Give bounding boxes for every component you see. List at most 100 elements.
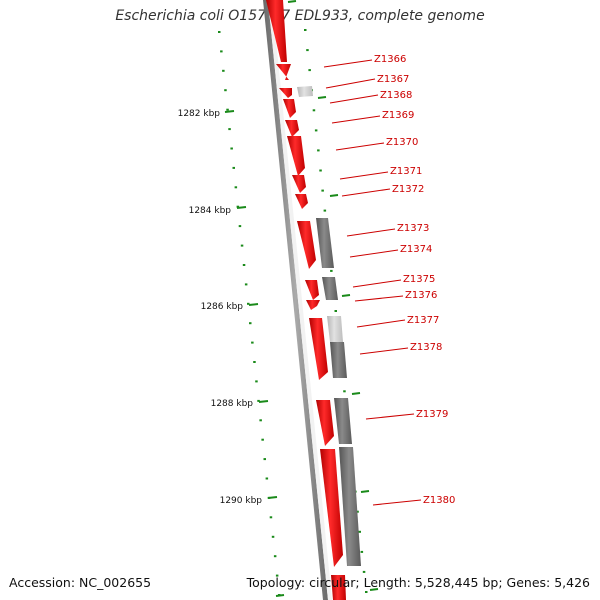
ruler-dot: [244, 283, 248, 286]
ruler-labels: 1282 kbp 1284 kbp 1286 kbp 1288 kbp 1290…: [178, 109, 278, 506]
gene-block-z1377-faint: [327, 316, 343, 342]
accession-text: Accession: NC_002655: [9, 575, 152, 590]
gene-label-text: Z1378: [410, 342, 442, 353]
ruler-minor-ticks-right: [275, 0, 379, 597]
gene-label: Z1368: [329, 90, 412, 104]
gene-block-z1374: [316, 218, 334, 268]
ruler-label-text: 1286 kbp: [201, 302, 244, 312]
gene-label-text: Z1366: [374, 54, 406, 65]
ruler-dot: [356, 510, 359, 513]
gene-label-text: Z1376: [405, 290, 437, 301]
ruler-dot: [362, 570, 366, 573]
gene-arrow-z1373: [297, 221, 316, 269]
ruler-dot: [271, 535, 275, 538]
gene-block-z1378: [330, 342, 347, 378]
gene-arrow-z1375: [305, 280, 319, 300]
ruler-dot: [273, 555, 277, 558]
gene-block-z1380: [339, 447, 361, 566]
ruler-dot: [232, 166, 235, 169]
gene-arrow-z1377: [309, 318, 328, 380]
ruler-dot: [242, 264, 246, 266]
genome-summary-text: Topology: circular; Length: 5,528,445 bp…: [246, 575, 590, 590]
forward-strand-genes: [266, 0, 346, 600]
gene-label: Z1371: [339, 166, 422, 180]
ruler-dot: [304, 29, 307, 31]
ruler-dot: [255, 380, 258, 383]
ruler-dot: [321, 189, 324, 192]
gene-label-text: Z1370: [386, 137, 418, 148]
ruler-dot: [247, 302, 250, 305]
ruler-dot: [222, 69, 225, 72]
ruler-dot: [275, 574, 279, 577]
gene-label: Z1372: [341, 184, 424, 197]
genome-title: Escherichia coli O157:H7 EDL933, complet…: [115, 8, 485, 24]
gene-label-text: Z1379: [416, 409, 448, 420]
ruler-label-text: 1284 kbp: [189, 206, 232, 216]
ruler-dot: [220, 50, 223, 53]
ruler-dot: [343, 390, 346, 393]
ruler-dot: [317, 149, 320, 152]
gene-label: Z1374: [349, 244, 432, 258]
ruler-dot: [360, 550, 364, 553]
ruler-dot: [226, 108, 229, 111]
ruler-dot: [261, 438, 264, 441]
ruler-dot: [365, 591, 368, 593]
ruler-dot: [240, 244, 244, 247]
gene-block-z1375: [322, 277, 338, 300]
gene-label-text: Z1373: [397, 223, 429, 234]
ruler-dot: [334, 310, 337, 312]
gene-arrow-z1380: [320, 449, 343, 567]
gene-arrow-z1371: [292, 175, 306, 193]
ruler-dot: [253, 361, 256, 363]
ruler-label: 1290 kbp: [220, 496, 278, 506]
gene-label-text: Z1374: [400, 244, 432, 255]
ruler-dot: [228, 128, 231, 131]
gene-label-text: Z1371: [390, 166, 422, 177]
ruler-dot: [330, 269, 333, 272]
ruler-dot: [312, 109, 316, 112]
ruler-dot: [263, 458, 266, 461]
gene-label: Z1369: [331, 110, 414, 124]
ruler-dot: [230, 147, 233, 150]
ruler-dot: [308, 69, 311, 72]
gene-arrow-z1368: [283, 99, 296, 118]
gene-label-text: Z1377: [407, 315, 439, 326]
gene-block-z1367: [297, 86, 313, 97]
gene-label: Z1370: [335, 137, 418, 151]
gene-arrow-z1369: [285, 120, 299, 137]
gene-label: Z1367: [325, 74, 409, 89]
ruler-dot: [319, 169, 322, 172]
gene-label: Z1380: [372, 495, 455, 506]
gene-label: Z1377: [356, 315, 439, 328]
gene-label-text: Z1372: [392, 184, 424, 195]
ruler-label-text: 1282 kbp: [178, 109, 221, 119]
ruler-ticks-left: [218, 31, 281, 596]
ruler-dot: [269, 516, 273, 519]
gene-arrow-z1366: [266, 0, 287, 62]
gene-label-text: Z1367: [377, 74, 409, 85]
ruler-dot: [314, 129, 318, 132]
gene-label-text: Z1369: [382, 110, 414, 121]
genome-backbone-highlight: [268, 0, 332, 600]
ruler-label: 1284 kbp: [189, 206, 247, 216]
ruler-dot: [257, 399, 260, 402]
ruler-label-text: 1288 kbp: [211, 399, 254, 409]
ruler-dot: [259, 419, 262, 422]
ruler-dot: [218, 31, 221, 33]
gene-label: Z1375: [352, 274, 435, 288]
ruler-dot: [224, 89, 227, 92]
ruler-dot: [251, 341, 254, 344]
gene-label: Z1373: [346, 223, 429, 237]
gene-arrow-z1366-head: [276, 64, 291, 80]
gene-arrow-z1379: [316, 400, 334, 446]
ruler-dot: [358, 530, 361, 533]
ruler-label-text: 1290 kbp: [220, 496, 263, 506]
gene-label: Z1378: [359, 342, 442, 355]
gene-arrow-z1376: [306, 300, 320, 310]
ruler-dot: [265, 477, 269, 480]
gene-label: Z1366: [323, 54, 406, 68]
ruler-dot: [249, 322, 252, 325]
gene-label-text: Z1368: [380, 90, 412, 101]
gene-arrow-z1370: [287, 136, 305, 176]
